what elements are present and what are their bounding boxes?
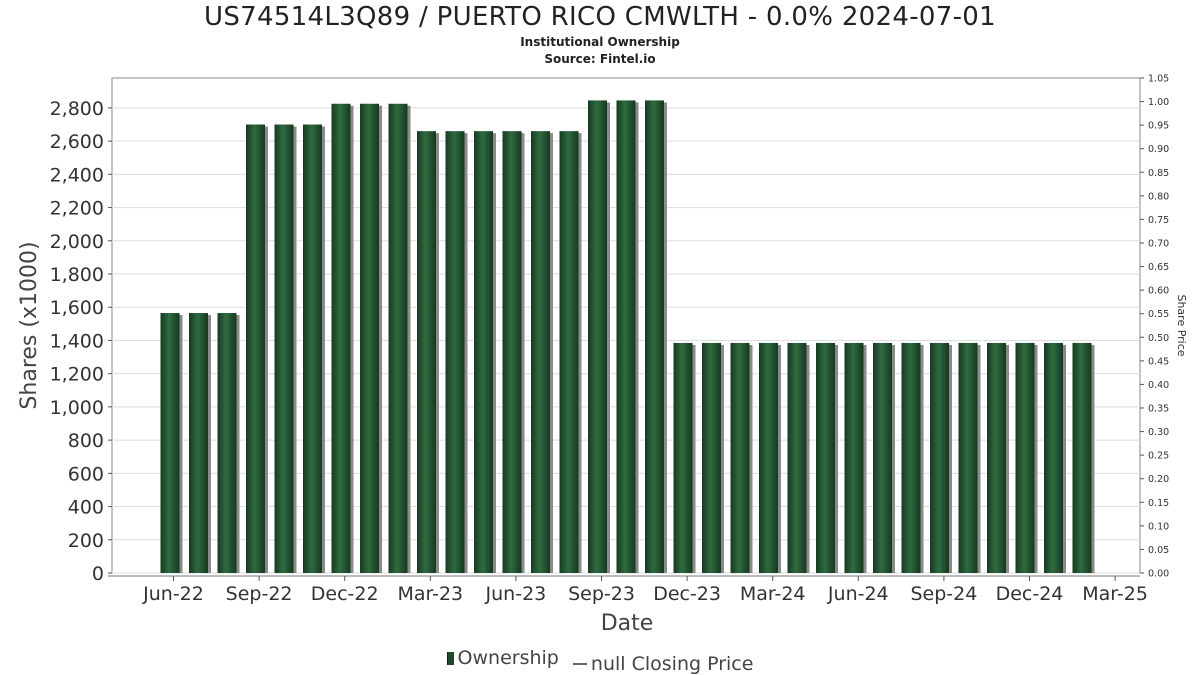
bar [303, 124, 322, 573]
y2-tick-label: 0.40 [1148, 380, 1169, 391]
bar [987, 342, 1006, 573]
ownership-swatch-icon [446, 651, 454, 665]
bar [730, 342, 750, 573]
price-line-swatch-icon [572, 662, 587, 665]
legend-item-ownership[interactable]: Ownership [446, 647, 559, 669]
bar [559, 131, 579, 573]
y-tick-label: 1,400 [50, 330, 104, 352]
bar [445, 131, 465, 573]
y2-tick-label: 0.35 [1148, 404, 1169, 415]
ownership-chart: 0 200 400 600 800 1,000 1,200 1,400 1,600 1,800 2,… [17, 74, 1188, 637]
legend-item-price[interactable]: null Closing Price [569, 652, 754, 675]
bar [1015, 342, 1035, 573]
bar [702, 342, 721, 573]
bar [844, 342, 864, 573]
y2-tick-label: 0.55 [1148, 309, 1169, 320]
y2-tick-label: 0.00 [1148, 569, 1169, 580]
y-tick-label: 2,200 [50, 198, 104, 220]
bar [1044, 342, 1063, 573]
x-tick-label: Jun-22 [142, 583, 204, 605]
y-tick-label: 2,000 [50, 231, 104, 253]
x-tick-label: Dec-23 [653, 583, 721, 605]
y2-tick-label: 0.60 [1148, 286, 1169, 297]
y-tick-label: 2,800 [50, 98, 104, 120]
x-tick-label: Jun-23 [485, 583, 547, 605]
y-tick-label: 600 [68, 463, 104, 485]
chart-source: Source: Fintel.io [544, 52, 656, 66]
x-tick-label: Mar-25 [1082, 583, 1148, 605]
bar [930, 342, 949, 573]
legend: Ownership null Closing Price [0, 647, 1200, 675]
bar [816, 342, 835, 573]
y2-tick-label: 0.30 [1148, 427, 1169, 438]
y-tick-label: 1,800 [50, 264, 104, 286]
y2-tick-label: 0.85 [1148, 168, 1169, 179]
bar [474, 131, 493, 573]
y2-tick-label: 0.45 [1148, 356, 1169, 367]
bar [673, 342, 693, 573]
bar [901, 342, 921, 573]
bar [388, 103, 408, 573]
chart-subtitle: Institutional Ownership [520, 35, 680, 49]
bar [588, 100, 607, 573]
bar [531, 131, 550, 573]
y-tick-label: 1,200 [50, 364, 104, 386]
x-tick-label: Dec-24 [996, 583, 1064, 605]
bar [189, 313, 208, 573]
x-tick-label: Sep-22 [226, 583, 293, 605]
y2-tick-label: 0.50 [1148, 333, 1169, 344]
y-tick-label: 0 [92, 563, 104, 585]
bar [331, 103, 351, 573]
bar [645, 100, 664, 573]
x-tick-label: Dec-22 [311, 583, 379, 605]
y2-tick-label: 0.80 [1148, 191, 1169, 202]
y2-tick-label: 0.25 [1148, 451, 1169, 462]
y2-axis-title: Share Price [1175, 294, 1188, 356]
legend-label-price: null Closing Price [590, 652, 754, 675]
bar [1072, 342, 1092, 573]
x-tick-label: Sep-24 [910, 583, 977, 605]
y-tick-label: 200 [68, 530, 104, 552]
x-tick-label: Jun-24 [827, 583, 889, 605]
bar [217, 313, 237, 573]
bar [360, 103, 379, 573]
y2-tick-label: 1.05 [1148, 74, 1169, 85]
bar [958, 342, 978, 573]
y-tick-label: 800 [68, 430, 104, 452]
bar [417, 131, 436, 573]
y2-tick-label: 0.10 [1148, 521, 1169, 532]
bar [160, 313, 180, 573]
y-tick-label: 1,000 [50, 397, 104, 419]
bar [616, 100, 636, 573]
y-tick-label: 2,600 [50, 131, 104, 153]
chart-title: US74514L3Q89 / PUERTO RICO CMWLTH - 0.0%… [204, 2, 996, 32]
y2-tick-label: 0.75 [1148, 215, 1169, 226]
y-tick-label: 1,600 [50, 297, 104, 319]
bar [502, 131, 522, 573]
bar [274, 124, 294, 573]
y2-tick-label: 0.20 [1148, 474, 1169, 485]
y2-tick-label: 0.65 [1148, 262, 1169, 273]
bar [787, 342, 807, 573]
y2-tick-label: 0.05 [1148, 545, 1169, 556]
y-axis-title: Shares (x1000) [17, 241, 42, 409]
x-tick-label: Sep-23 [568, 583, 635, 605]
bar [759, 342, 778, 573]
y2-tick-label: 0.95 [1148, 121, 1169, 132]
y2-tick-label: 1.00 [1148, 97, 1169, 108]
y-tick-label: 2,400 [50, 164, 104, 186]
y2-tick-label: 0.15 [1148, 498, 1169, 509]
x-tick-label: Mar-24 [740, 583, 806, 605]
y2-tick-label: 0.90 [1148, 144, 1169, 155]
bar [873, 342, 892, 573]
y-tick-label: 400 [68, 497, 104, 519]
bar [246, 124, 265, 573]
y2-tick-label: 0.70 [1148, 239, 1169, 250]
x-axis-title: Date [601, 611, 654, 636]
legend-label-ownership: Ownership [457, 647, 559, 669]
x-tick-label: Mar-23 [397, 583, 463, 605]
